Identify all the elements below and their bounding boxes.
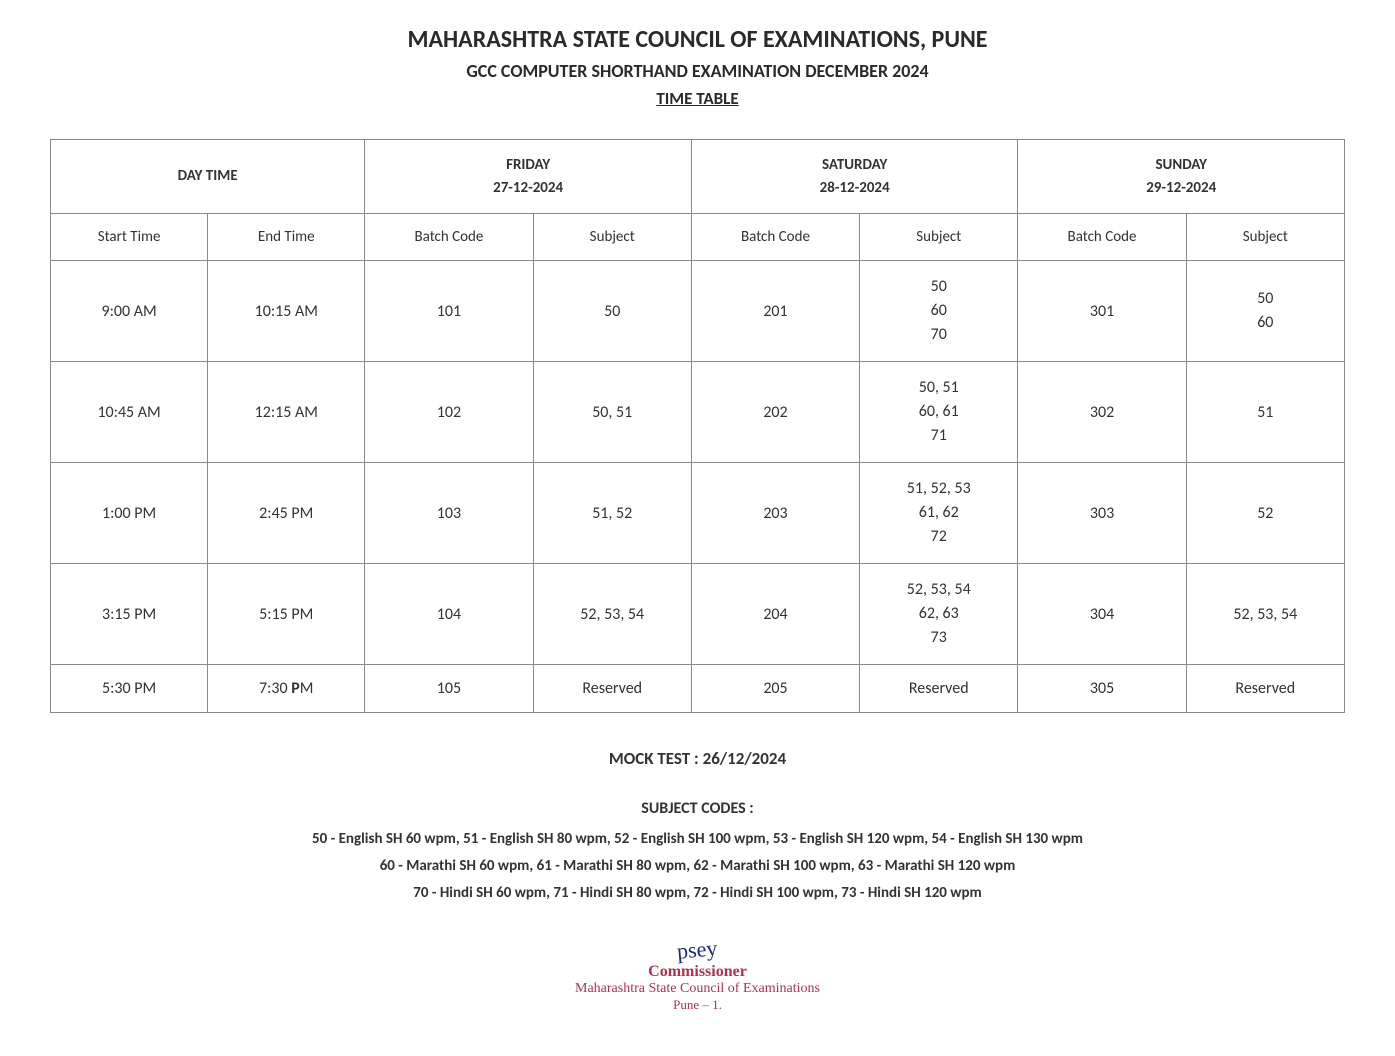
subject-cell: Reserved	[1186, 665, 1344, 713]
subject-cell: 52, 53, 54	[533, 564, 691, 665]
batch-code-cell: 304	[1018, 564, 1186, 665]
day-name: FRIDAY	[506, 156, 550, 174]
subject-codes: 50 - English SH 60 wpm, 51 - English SH …	[50, 826, 1345, 907]
subject-header: Subject	[1186, 214, 1344, 261]
start-time-cell: 1:00 PM	[51, 463, 208, 564]
subject-cell: 52	[1186, 463, 1344, 564]
subject-cell: 51, 52, 5361, 6272	[860, 463, 1018, 564]
end-time-cell: 10:15 AM	[208, 261, 365, 362]
batch-code-header: Batch Code	[1018, 214, 1186, 261]
end-time-header: End Time	[208, 214, 365, 261]
subject-cell: 51	[1186, 362, 1344, 463]
start-time-header: Start Time	[51, 214, 208, 261]
batch-code-cell: 204	[691, 564, 859, 665]
subject-cell: Reserved	[533, 665, 691, 713]
batch-code-cell: 302	[1018, 362, 1186, 463]
signature-block: psey Commissioner Maharashtra State Coun…	[50, 937, 1345, 1013]
batch-code-cell: 301	[1018, 261, 1186, 362]
document-header: MAHARASHTRA STATE COUNCIL OF EXAMINATION…	[50, 25, 1345, 109]
start-time-cell: 5:30 PM	[51, 665, 208, 713]
subject-codes-line: 60 - Marathi SH 60 wpm, 61 - Marathi SH …	[50, 853, 1345, 880]
day-date: 27-12-2024	[493, 179, 563, 197]
batch-code-cell: 104	[365, 564, 533, 665]
day-name: SUNDAY	[1155, 156, 1207, 174]
header-row-2: Start Time End Time Batch Code Subject B…	[51, 214, 1345, 261]
subject-cell: 50, 51	[533, 362, 691, 463]
stamp-commissioner: Commissioner	[50, 963, 1345, 981]
table-row: 5:30 PM7:30 PM105Reserved205Reserved305R…	[51, 665, 1345, 713]
header-row-1: DAY TIME FRIDAY 27-12-2024 SATURDAY 28-1…	[51, 140, 1345, 214]
batch-code-header: Batch Code	[365, 214, 533, 261]
end-time-cell: 5:15 PM	[208, 564, 365, 665]
batch-code-cell: 101	[365, 261, 533, 362]
day-header-sunday: SUNDAY 29-12-2024	[1018, 140, 1345, 214]
batch-code-cell: 201	[691, 261, 859, 362]
day-time-header: DAY TIME	[51, 140, 365, 214]
batch-code-cell: 203	[691, 463, 859, 564]
subject-cell: 52, 53, 5462, 6373	[860, 564, 1018, 665]
table-row: 3:15 PM5:15 PM10452, 53, 5420452, 53, 54…	[51, 564, 1345, 665]
subject-cell: 50	[533, 261, 691, 362]
batch-code-cell: 202	[691, 362, 859, 463]
subject-cell: 52, 53, 54	[1186, 564, 1344, 665]
day-header-friday: FRIDAY 27-12-2024	[365, 140, 692, 214]
subject-cell: 506070	[860, 261, 1018, 362]
subject-header: Subject	[533, 214, 691, 261]
day-name: SATURDAY	[822, 156, 887, 174]
timetable-body: 9:00 AM10:15 AM10150201506070301506010:4…	[51, 261, 1345, 713]
batch-code-cell: 102	[365, 362, 533, 463]
end-time-cell: 12:15 AM	[208, 362, 365, 463]
start-time-cell: 3:15 PM	[51, 564, 208, 665]
batch-code-cell: 103	[365, 463, 533, 564]
batch-code-cell: 303	[1018, 463, 1186, 564]
subject-codes-line: 50 - English SH 60 wpm, 51 - English SH …	[50, 826, 1345, 853]
signature-scribble: psey	[676, 935, 718, 964]
stamp-org: Maharashtra State Council of Examination…	[50, 981, 1345, 997]
batch-code-cell: 105	[365, 665, 533, 713]
stamp-place: Pune – 1.	[50, 997, 1345, 1013]
subject-header: Subject	[860, 214, 1018, 261]
start-time-cell: 9:00 AM	[51, 261, 208, 362]
table-row: 9:00 AM10:15 AM101502015060703015060	[51, 261, 1345, 362]
start-time-cell: 10:45 AM	[51, 362, 208, 463]
table-row: 1:00 PM2:45 PM10351, 5220351, 52, 5361, …	[51, 463, 1345, 564]
day-date: 29-12-2024	[1146, 179, 1216, 197]
mock-test-line: MOCK TEST : 26/12/2024	[50, 748, 1345, 769]
title-main: MAHARASHTRA STATE COUNCIL OF EXAMINATION…	[50, 25, 1345, 54]
table-row: 10:45 AM12:15 AM10250, 5120250, 5160, 61…	[51, 362, 1345, 463]
timetable: DAY TIME FRIDAY 27-12-2024 SATURDAY 28-1…	[50, 139, 1345, 713]
batch-code-header: Batch Code	[691, 214, 859, 261]
end-time-cell: 2:45 PM	[208, 463, 365, 564]
day-header-saturday: SATURDAY 28-12-2024	[691, 140, 1018, 214]
title-section: TIME TABLE	[50, 88, 1345, 109]
subject-cell: 51, 52	[533, 463, 691, 564]
day-date: 28-12-2024	[820, 179, 890, 197]
end-time-cell: 7:30 PM	[208, 665, 365, 713]
batch-code-cell: 205	[691, 665, 859, 713]
subject-cell: 5060	[1186, 261, 1344, 362]
title-sub: GCC COMPUTER SHORTHAND EXAMINATION DECEM…	[50, 60, 1345, 82]
batch-code-cell: 305	[1018, 665, 1186, 713]
subject-codes-line: 70 - Hindi SH 60 wpm, 71 - Hindi SH 80 w…	[50, 880, 1345, 907]
subject-cell: Reserved	[860, 665, 1018, 713]
subject-cell: 50, 5160, 6171	[860, 362, 1018, 463]
subject-codes-header: SUBJECT CODES :	[50, 799, 1345, 818]
